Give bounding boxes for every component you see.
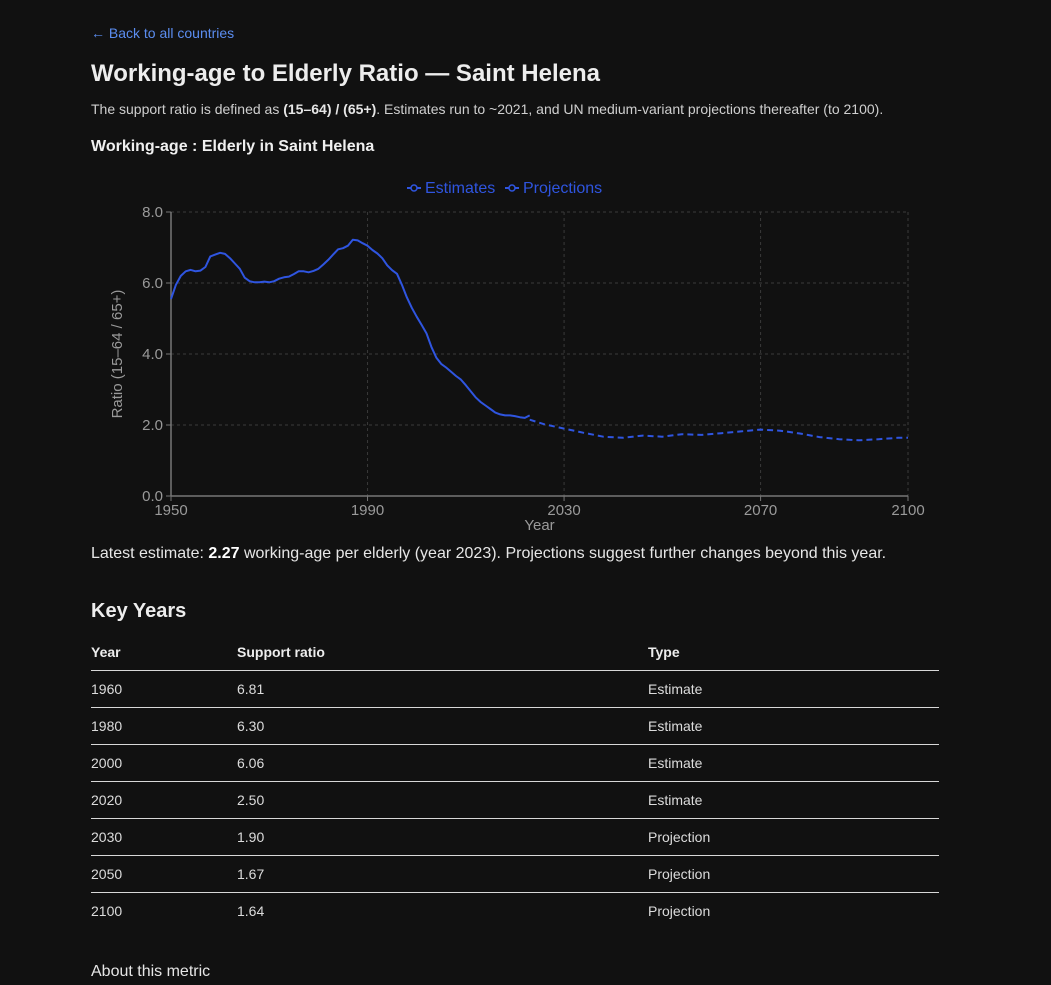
x-tick-label: 2100 <box>891 502 924 519</box>
chart-axes: 1950 1990 2030 2070 2100 0.0 2.0 4.0 6.0 8.0 Year R… <box>109 204 925 534</box>
legend-label: Projections <box>523 180 602 197</box>
x-tick-label: 1950 <box>154 502 187 519</box>
cell-support-ratio: 1.64 <box>237 903 265 919</box>
table-row: 2050 1.67 Projection <box>91 855 939 893</box>
y-tick-label: 4.0 <box>142 346 163 363</box>
cell-type: Estimate <box>648 707 939 745</box>
y-tick-label: 8.0 <box>142 204 163 221</box>
table-row: 2030 1.90 Projection <box>91 818 939 856</box>
cell-type: Estimate <box>648 744 939 782</box>
cell-year: 1960 <box>91 670 237 708</box>
cell-type: Estimate <box>648 670 939 708</box>
cell-support-ratio: 6.06 <box>237 744 648 782</box>
series-line-projections <box>529 418 908 442</box>
cell-year: 2000 <box>91 744 237 782</box>
cell-support-ratio: 1.67 <box>237 855 648 893</box>
latest-estimate: Latest estimate: 2.27 working-age per el… <box>91 545 886 563</box>
table-row: 2000 6.06 Estimate <box>91 744 939 782</box>
legend-label: Estimates <box>425 180 495 197</box>
y-tick-label: 0.0 <box>142 488 163 505</box>
back-to-countries-link[interactable]: ← Back to all countries <box>91 25 235 41</box>
y-axis-title: Ratio (15–64 / 65+) <box>109 290 126 419</box>
legend-item-projections[interactable]: Projections <box>505 180 602 197</box>
cell-year: 2050 <box>91 855 237 893</box>
cell-year: 2030 <box>91 818 237 856</box>
chart-title: Working-age : Elderly in Saint Helena <box>91 138 375 155</box>
cell-type: Projection <box>648 855 939 893</box>
description-prefix: The support ratio is defined as <box>91 101 284 117</box>
cell-year: 2020 <box>91 781 237 819</box>
table-row: 1980 6.30 Estimate <box>91 707 939 745</box>
column-header-year: Year <box>91 634 237 671</box>
key-years-title: Key Years <box>91 600 187 622</box>
cell-type: Estimate <box>648 781 939 819</box>
cell-support-ratio: 2.50 <box>237 781 648 819</box>
cell-type: Projection <box>648 818 939 856</box>
key-years-table: Year Support ratio Type 1960 6.81 Estimate… <box>91 634 939 929</box>
x-tick-label: 1990 <box>351 502 384 519</box>
column-header-type: Type <box>648 634 939 671</box>
x-tick-label: 2070 <box>744 502 777 519</box>
table-row: 1960 6.81 Estimate <box>91 670 939 708</box>
y-tick-label: 2.0 <box>142 417 163 434</box>
x-axis-title: Year <box>524 517 554 534</box>
latest-suffix: working-age per elderly (year 2023). Pro… <box>239 545 887 562</box>
cell-year: 2100 <box>91 903 123 919</box>
series-line-estimates <box>170 238 531 419</box>
page-title: Working-age to Elderly Ratio — Saint Hel… <box>91 60 600 87</box>
legend-circle-marker <box>508 184 516 192</box>
latest-prefix: Latest estimate: <box>91 545 209 562</box>
cell-support-ratio: 1.90 <box>237 818 648 856</box>
legend-circle-marker <box>410 184 418 192</box>
chart-legend[interactable]: Estimates Projections <box>407 180 602 197</box>
latest-value: 2.27 <box>208 545 240 562</box>
about-metric-heading[interactable]: About this metric <box>91 963 211 980</box>
chart-grid <box>170 211 909 497</box>
cell-year: 1980 <box>91 707 237 745</box>
cell-support-ratio: 6.81 <box>237 670 648 708</box>
cell-support-ratio: 6.30 <box>237 707 648 745</box>
y-tick-label: 6.0 <box>142 275 163 292</box>
table-header-row: Year Support ratio Type <box>91 634 939 671</box>
support-ratio-chart: 1950 1990 2030 2070 2100 0.0 2.0 4.0 6.0 8.0 Year R… <box>109 180 925 534</box>
legend-item-estimates[interactable]: Estimates <box>407 180 495 197</box>
table-row: 2100 1.64 Projection <box>91 893 939 930</box>
chart-series <box>170 238 908 442</box>
table-row: 2020 2.50 Estimate <box>91 781 939 819</box>
description-suffix: . Estimates run to ~2021, and UN medium-… <box>376 101 884 117</box>
x-tick-label: 2030 <box>547 502 580 519</box>
description-formula: (15–64) / (65+) <box>283 101 377 117</box>
metric-description: The support ratio is defined as (15–64) … <box>91 101 883 117</box>
column-header-support-ratio: Support ratio <box>237 634 648 671</box>
cell-type: Projection <box>648 903 711 919</box>
